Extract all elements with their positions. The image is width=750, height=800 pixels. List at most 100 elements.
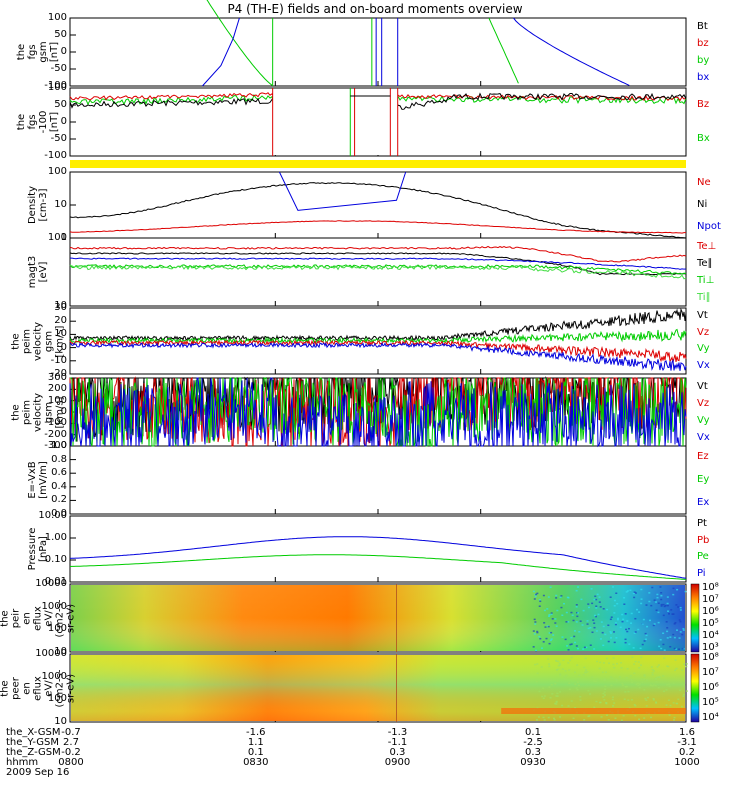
spectrogram-noise xyxy=(582,609,585,612)
spectrogram-noise xyxy=(627,627,630,630)
ytick-label: 1.00 xyxy=(44,532,67,543)
spectrogram-noise xyxy=(646,625,649,628)
spectrogram-noise xyxy=(653,623,656,625)
spectrogram-noise xyxy=(668,714,671,716)
spectrogram-noise xyxy=(639,664,642,666)
spectrogram-noise xyxy=(570,643,573,645)
spectrogram-noise xyxy=(666,637,669,639)
spectrogram-noise xyxy=(567,597,570,599)
spectrogram-noise xyxy=(677,606,680,608)
spectrogram-noise xyxy=(575,645,578,647)
ylabel-pressure: Pressure [nPa] xyxy=(27,514,49,584)
spectrogram-noise xyxy=(627,690,630,693)
spectrogram-noise xyxy=(559,716,562,718)
xaxis-value: 0.3 xyxy=(389,747,406,758)
spectrogram-noise xyxy=(625,628,628,631)
spectrogram-noise xyxy=(616,662,619,665)
spectrogram-noise xyxy=(561,636,564,638)
spectrogram-noise xyxy=(670,609,673,611)
ytick-label: -100 xyxy=(44,417,67,429)
chart-title: P4 (TH-E) fields and on-board moments ov… xyxy=(227,2,523,16)
spectrogram-noise xyxy=(584,671,587,674)
spectrogram-noise xyxy=(594,615,597,618)
spectrogram-noise xyxy=(645,705,648,707)
ytick-label: 0.0 xyxy=(51,508,67,519)
spectrogram-noise xyxy=(540,666,543,668)
legend-entry: Ni xyxy=(697,199,708,210)
spectrogram-noise xyxy=(550,631,553,634)
ylabel-line: (cm2-s- xyxy=(54,669,66,707)
spectrogram-noise xyxy=(679,606,682,609)
spectrogram-noise xyxy=(550,683,553,686)
spectrogram-noise xyxy=(556,609,559,612)
spectrogram-noise xyxy=(587,627,590,630)
ytick-label: 100 xyxy=(47,232,67,243)
spectrogram-noise xyxy=(613,631,616,633)
spectrogram-noise xyxy=(680,705,683,708)
spectrogram-noise xyxy=(582,648,585,650)
spectrogram-noise xyxy=(682,627,685,630)
spectrogram-noise xyxy=(589,627,592,629)
spectrogram-noise xyxy=(635,683,638,685)
spectrogram-noise xyxy=(650,604,653,607)
ylabel-line: Pressure xyxy=(27,527,38,571)
spectrogram-noise xyxy=(660,592,663,594)
spectrogram-noise xyxy=(668,683,671,685)
spectrogram-noise xyxy=(644,638,647,641)
spectrogram-noise xyxy=(599,606,602,608)
spectrogram-shade-spec-ion xyxy=(71,585,685,651)
ylabel-line: velocity xyxy=(32,321,44,361)
spectrogram-noise xyxy=(633,596,636,599)
spectrogram-noise xyxy=(553,719,556,721)
ylabel-line: [cm-3] xyxy=(38,188,49,222)
spectrogram-noise xyxy=(539,637,542,640)
ylabel-line: sr-eV) xyxy=(65,673,77,703)
spectrogram-noise xyxy=(579,696,582,698)
spectrogram-noise xyxy=(583,646,586,649)
ylabel-line: en xyxy=(21,611,33,625)
spectrogram-noise xyxy=(602,644,605,647)
spectrogram-noise xyxy=(645,679,648,681)
spectrogram-noise xyxy=(643,640,646,642)
spectrogram-noise xyxy=(652,684,655,686)
spectrogram-noise xyxy=(685,665,688,668)
spectrogram-noise xyxy=(646,696,649,699)
spectrogram-noise xyxy=(601,671,604,674)
spectrogram-noise xyxy=(629,589,632,591)
spectrogram-noise xyxy=(638,683,641,685)
spectrogram-noise xyxy=(630,679,633,681)
ytick-label: -100 xyxy=(44,80,67,91)
spectrogram-noise xyxy=(603,699,606,701)
temp-teperp-line xyxy=(69,245,687,263)
ytick-label: 0.6 xyxy=(51,467,67,479)
spectrogram-noise xyxy=(557,664,560,667)
ylabel-line: peim xyxy=(21,328,33,354)
spectrogram-noise xyxy=(575,589,578,592)
spectrogram-noise xyxy=(672,702,675,704)
spectrogram-noise xyxy=(559,674,562,677)
spectrogram-noise xyxy=(605,657,608,660)
spectrogram-noise xyxy=(620,667,623,669)
spectrogram-noise xyxy=(547,596,550,598)
spectrogram-noise xyxy=(675,667,678,670)
ylabel-line: eflux xyxy=(32,605,44,631)
spectrogram-noise xyxy=(673,716,676,719)
ylabel-line: magt3 xyxy=(27,255,38,289)
spectrogram-noise xyxy=(555,597,558,599)
spectrogram-noise xyxy=(572,619,575,622)
spectrogram-noise xyxy=(568,688,571,691)
colorbar-label: 10⁶ xyxy=(702,606,719,617)
spectrogram-noise xyxy=(628,643,631,645)
spectrogram-noise xyxy=(616,602,619,605)
legend-entry: Pb xyxy=(697,534,710,546)
spectrogram-noise xyxy=(547,716,550,719)
spectrogram-noise xyxy=(623,698,626,700)
spectrogram-noise xyxy=(630,612,633,615)
xaxis-value: 0830 xyxy=(243,757,269,768)
spectrogram-noise xyxy=(681,633,684,636)
ytick-label: 0.01 xyxy=(44,576,67,587)
ylabel-line: eV/ xyxy=(43,679,55,697)
spectrogram-noise xyxy=(651,586,654,589)
legend-entry: Te∥ xyxy=(697,257,713,269)
spectrogram-noise xyxy=(620,719,623,722)
